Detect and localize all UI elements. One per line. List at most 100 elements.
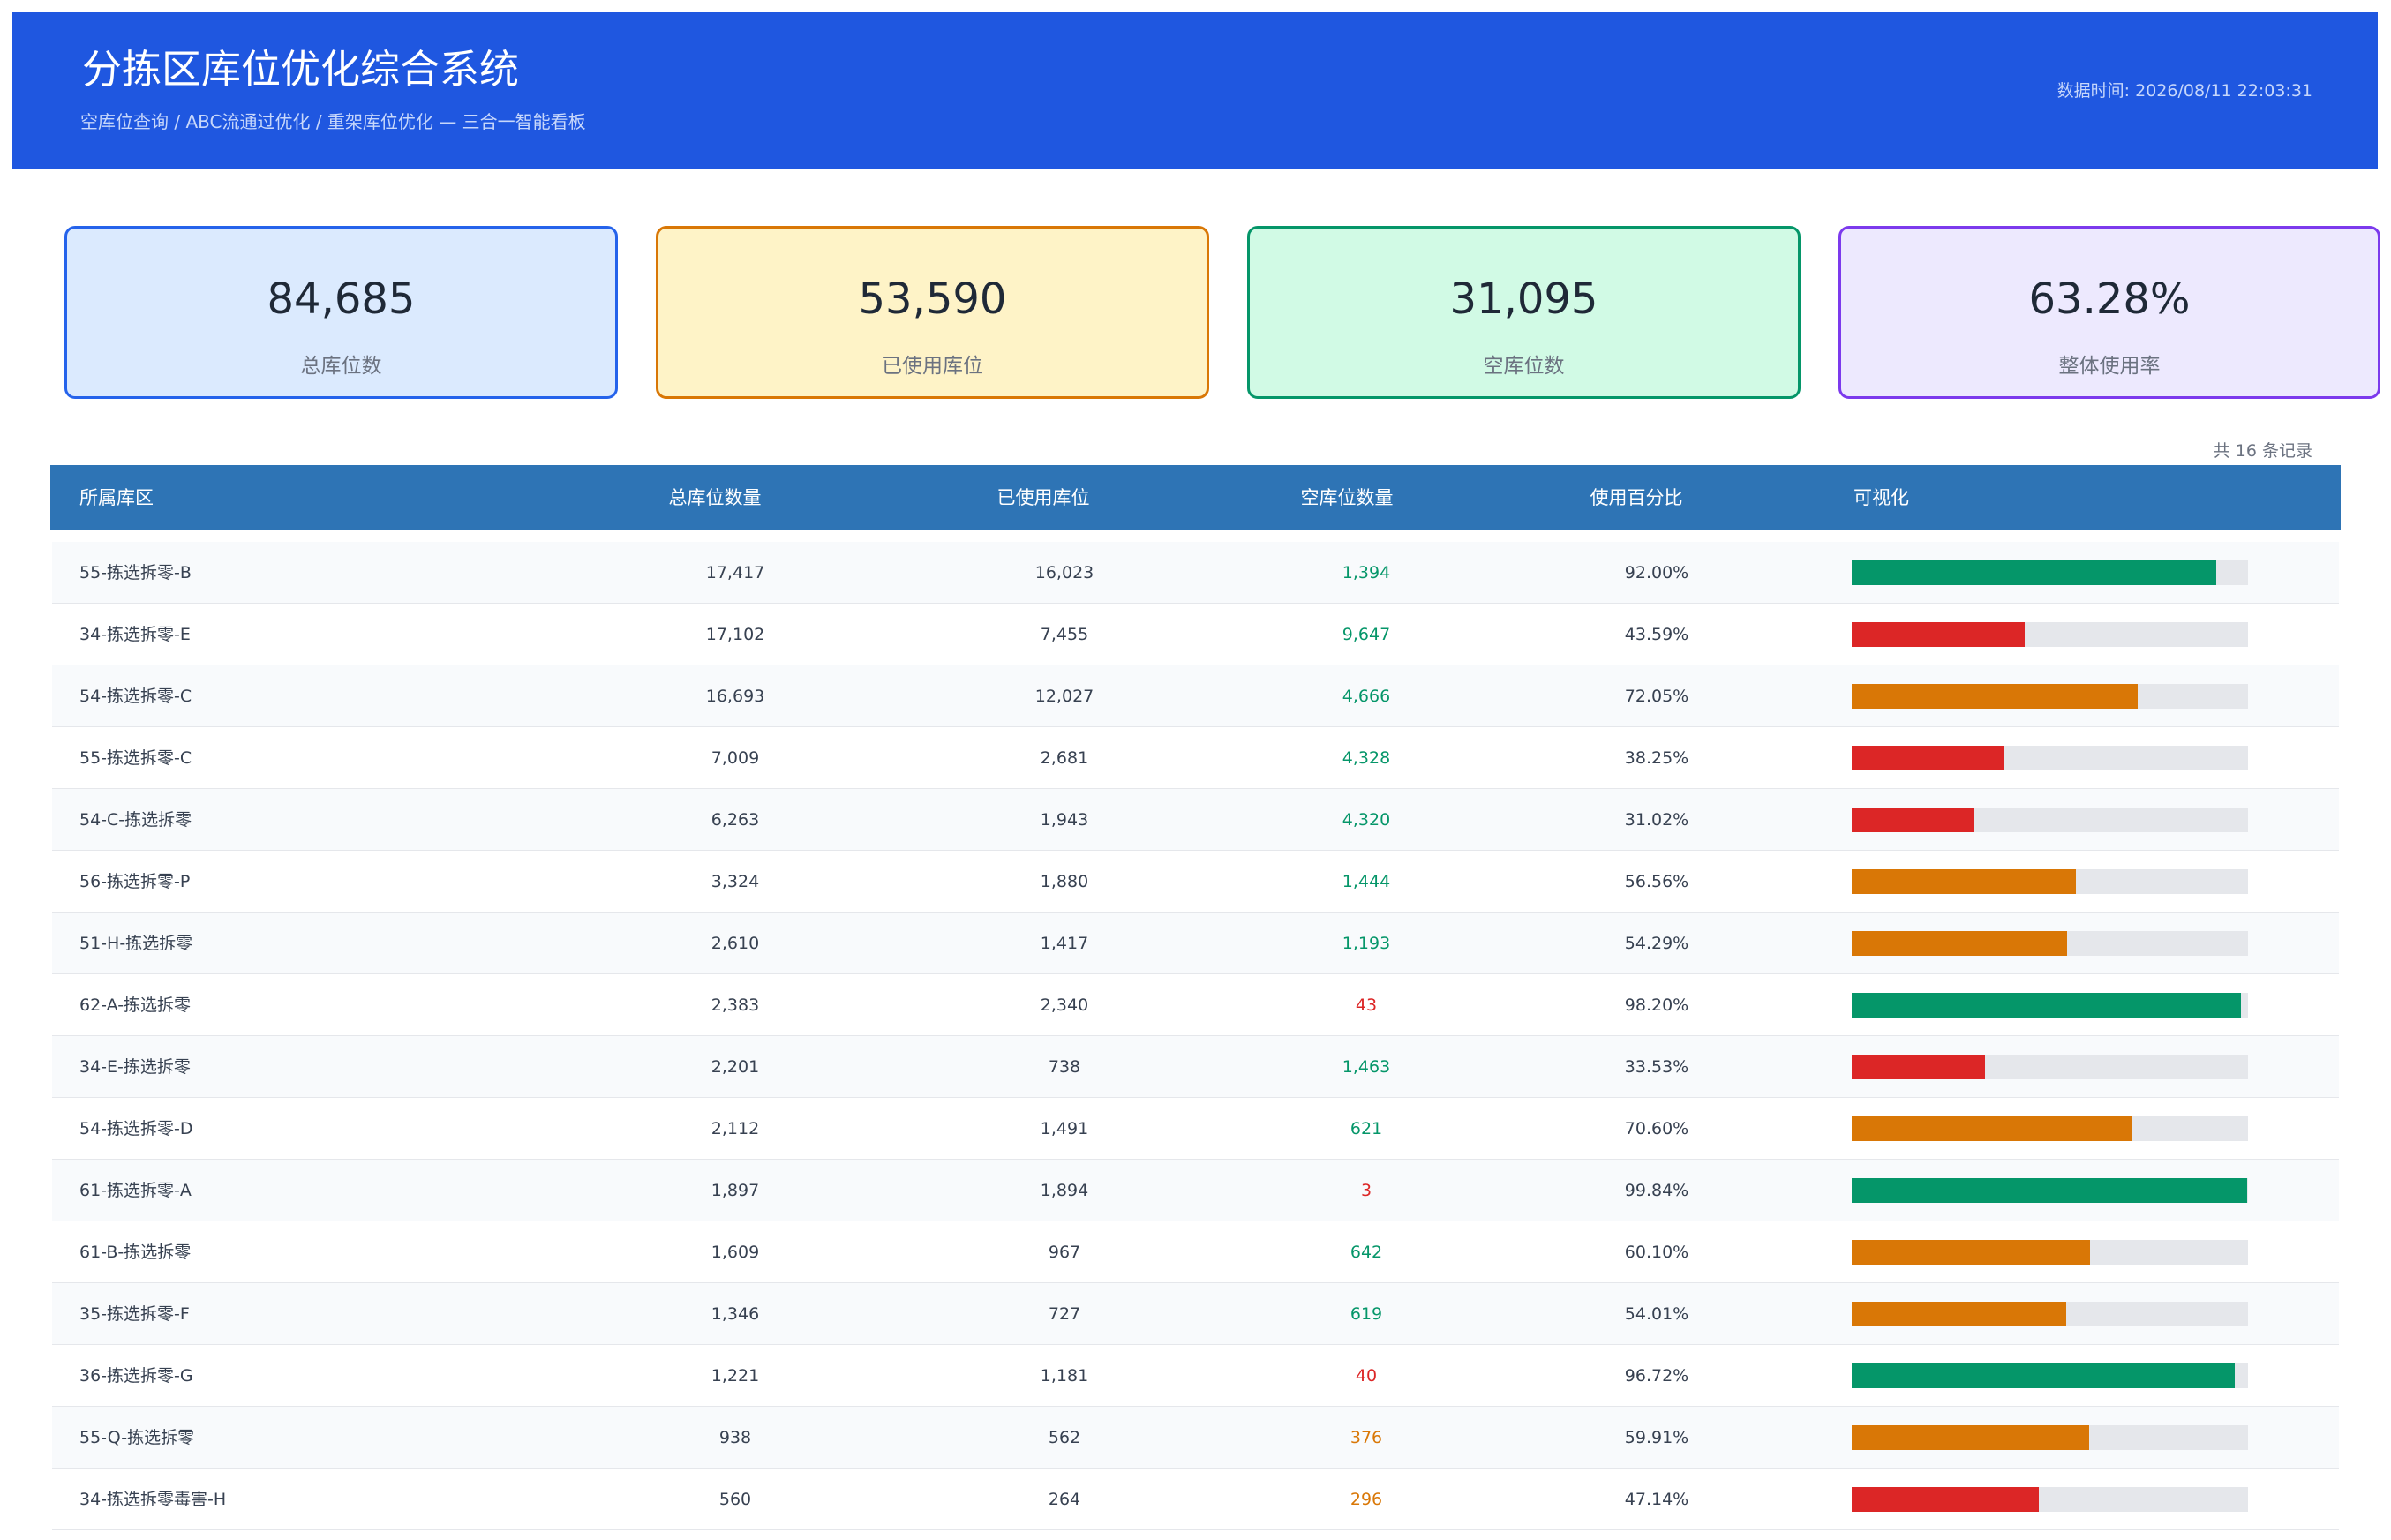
bar-track bbox=[1852, 808, 2248, 832]
table-row: 61-拣选拆零-A 1,897 1,894 3 99.84% bbox=[52, 1160, 2339, 1221]
total: 2,112 bbox=[711, 1119, 760, 1138]
usage: 70.60% bbox=[1624, 1119, 1689, 1138]
zone: 62-A-拣选拆零 bbox=[79, 995, 192, 1015]
bar-track bbox=[1852, 1116, 2248, 1141]
stat-card: 63.28% 整体使用率 bbox=[1838, 226, 2380, 399]
zone: 36-拣选拆零-G bbox=[79, 1366, 193, 1386]
header: 分拣区库位优化综合系统 空库位查询 / ABC流通过优化 / 重架库位优化 — … bbox=[12, 12, 2378, 169]
empty: 1,444 bbox=[1342, 872, 1391, 891]
usage: 43.59% bbox=[1624, 625, 1689, 644]
empty: 3 bbox=[1360, 1181, 1372, 1200]
total: 2,201 bbox=[711, 1057, 760, 1077]
used: 2,681 bbox=[1040, 748, 1089, 768]
total: 16,693 bbox=[705, 687, 765, 706]
zone: 35-拣选拆零-F bbox=[79, 1304, 190, 1324]
bar-track bbox=[1852, 1055, 2248, 1079]
used: 1,181 bbox=[1040, 1366, 1089, 1386]
bar bbox=[1852, 1302, 2066, 1326]
table-row: 54-C-拣选拆零 6,263 1,943 4,320 31.02% bbox=[52, 789, 2339, 851]
table-row: 54-拣选拆零-C 16,693 12,027 4,666 72.05% bbox=[52, 665, 2339, 727]
record-count: 共 16 条记录 bbox=[2213, 441, 2312, 461]
table-row: 34-拣选拆零-E 17,102 7,455 9,647 43.59% bbox=[52, 604, 2339, 665]
zone: 54-C-拣选拆零 bbox=[79, 810, 192, 830]
total: 3,324 bbox=[711, 872, 760, 891]
used: 967 bbox=[1048, 1243, 1081, 1262]
table-row: 54-拣选拆零-D 2,112 1,491 621 70.60% bbox=[52, 1098, 2339, 1160]
zone: 61-拣选拆零-A bbox=[79, 1181, 192, 1200]
bar-track bbox=[1852, 931, 2248, 956]
table-row: 55-Q-拣选拆零 938 562 376 59.91% bbox=[52, 1407, 2339, 1469]
used: 12,027 bbox=[1034, 687, 1094, 706]
used: 1,880 bbox=[1040, 872, 1089, 891]
usage: 31.02% bbox=[1624, 810, 1689, 830]
column-header: 使用百分比 bbox=[1590, 487, 1683, 508]
usage: 56.56% bbox=[1624, 872, 1689, 891]
zone: 34-拣选拆零毒害-H bbox=[79, 1490, 227, 1509]
zone: 54-拣选拆零-C bbox=[79, 687, 192, 706]
total: 1,609 bbox=[711, 1243, 760, 1262]
zone: 54-拣选拆零-D bbox=[79, 1119, 193, 1138]
empty: 40 bbox=[1355, 1366, 1378, 1386]
zone: 56-拣选拆零-P bbox=[79, 872, 191, 891]
bar-track bbox=[1852, 1240, 2248, 1265]
usage: 99.84% bbox=[1624, 1181, 1689, 1200]
column-header: 所属库区 bbox=[79, 487, 154, 508]
total: 7,009 bbox=[711, 748, 760, 768]
stat-label: 空库位数 bbox=[1483, 355, 1565, 378]
bar bbox=[1852, 622, 2025, 647]
usage: 54.29% bbox=[1624, 934, 1689, 953]
table-row: 55-拣选拆零-B 17,417 16,023 1,394 92.00% bbox=[52, 542, 2339, 604]
usage: 98.20% bbox=[1624, 995, 1689, 1015]
usage: 54.01% bbox=[1624, 1304, 1689, 1324]
timestamp: 数据时间: 2026/08/11 22:03:31 bbox=[2056, 81, 2312, 101]
empty: 642 bbox=[1350, 1243, 1383, 1262]
stat-value: 84,685 bbox=[267, 274, 416, 324]
subtitle: 空库位查询 / ABC流通过优化 / 重架库位优化 — 三合一智能看板 bbox=[80, 111, 586, 132]
total: 1,346 bbox=[711, 1304, 760, 1324]
stat-value: 53,590 bbox=[858, 274, 1007, 324]
zone: 34-拣选拆零-E bbox=[79, 625, 191, 644]
table-row: 35-拣选拆零-F 1,346 727 619 54.01% bbox=[52, 1283, 2339, 1345]
total: 17,417 bbox=[705, 563, 765, 582]
bar bbox=[1852, 1240, 2090, 1265]
stat-label: 已使用库位 bbox=[882, 355, 983, 378]
used: 738 bbox=[1048, 1057, 1081, 1077]
used: 562 bbox=[1048, 1428, 1081, 1447]
bar bbox=[1852, 684, 2138, 709]
table-row: 55-拣选拆零-C 7,009 2,681 4,328 38.25% bbox=[52, 727, 2339, 789]
bar-track bbox=[1852, 746, 2248, 770]
bar-track bbox=[1852, 622, 2248, 647]
column-header: 已使用库位 bbox=[996, 487, 1090, 508]
used: 7,455 bbox=[1040, 625, 1089, 644]
total: 1,897 bbox=[711, 1181, 760, 1200]
total: 6,263 bbox=[711, 810, 760, 830]
empty: 296 bbox=[1350, 1490, 1383, 1509]
bar bbox=[1852, 560, 2217, 585]
bar-track bbox=[1852, 1178, 2248, 1203]
used: 264 bbox=[1048, 1490, 1081, 1509]
used: 1,894 bbox=[1040, 1181, 1089, 1200]
total: 2,383 bbox=[711, 995, 760, 1015]
used: 727 bbox=[1048, 1304, 1081, 1324]
table-row: 56-拣选拆零-P 3,324 1,880 1,444 56.56% bbox=[52, 851, 2339, 913]
used: 1,491 bbox=[1040, 1119, 1089, 1138]
column-header: 空库位数量 bbox=[1300, 487, 1394, 508]
used: 16,023 bbox=[1034, 563, 1094, 582]
usage: 60.10% bbox=[1624, 1243, 1689, 1262]
stat-value: 31,095 bbox=[1449, 274, 1598, 324]
empty: 4,666 bbox=[1342, 687, 1391, 706]
column-header: 总库位数量 bbox=[668, 487, 762, 508]
usage: 92.00% bbox=[1624, 563, 1689, 582]
empty: 1,193 bbox=[1342, 934, 1391, 953]
empty: 9,647 bbox=[1342, 625, 1391, 644]
empty: 619 bbox=[1350, 1304, 1383, 1324]
total: 1,221 bbox=[711, 1366, 760, 1386]
stat-card: 53,590 已使用库位 bbox=[656, 226, 1209, 399]
empty: 4,320 bbox=[1342, 810, 1391, 830]
table-header: 所属库区 总库位数量 已使用库位 空库位数量 使用百分比 可视化 bbox=[50, 465, 2341, 530]
empty: 43 bbox=[1355, 995, 1378, 1015]
table-row: 36-拣选拆零-G 1,221 1,181 40 96.72% bbox=[52, 1345, 2339, 1407]
used: 1,417 bbox=[1040, 934, 1089, 953]
zone: 61-B-拣选拆零 bbox=[79, 1243, 192, 1262]
bar-track bbox=[1852, 1425, 2248, 1450]
